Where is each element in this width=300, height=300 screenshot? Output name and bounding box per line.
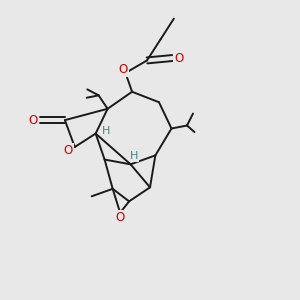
Text: H: H: [102, 126, 110, 136]
Text: O: O: [174, 52, 184, 64]
Text: H: H: [129, 151, 138, 161]
Text: O: O: [118, 63, 128, 76]
Text: O: O: [115, 211, 124, 224]
Text: O: O: [64, 143, 73, 157]
Text: O: O: [28, 114, 38, 127]
